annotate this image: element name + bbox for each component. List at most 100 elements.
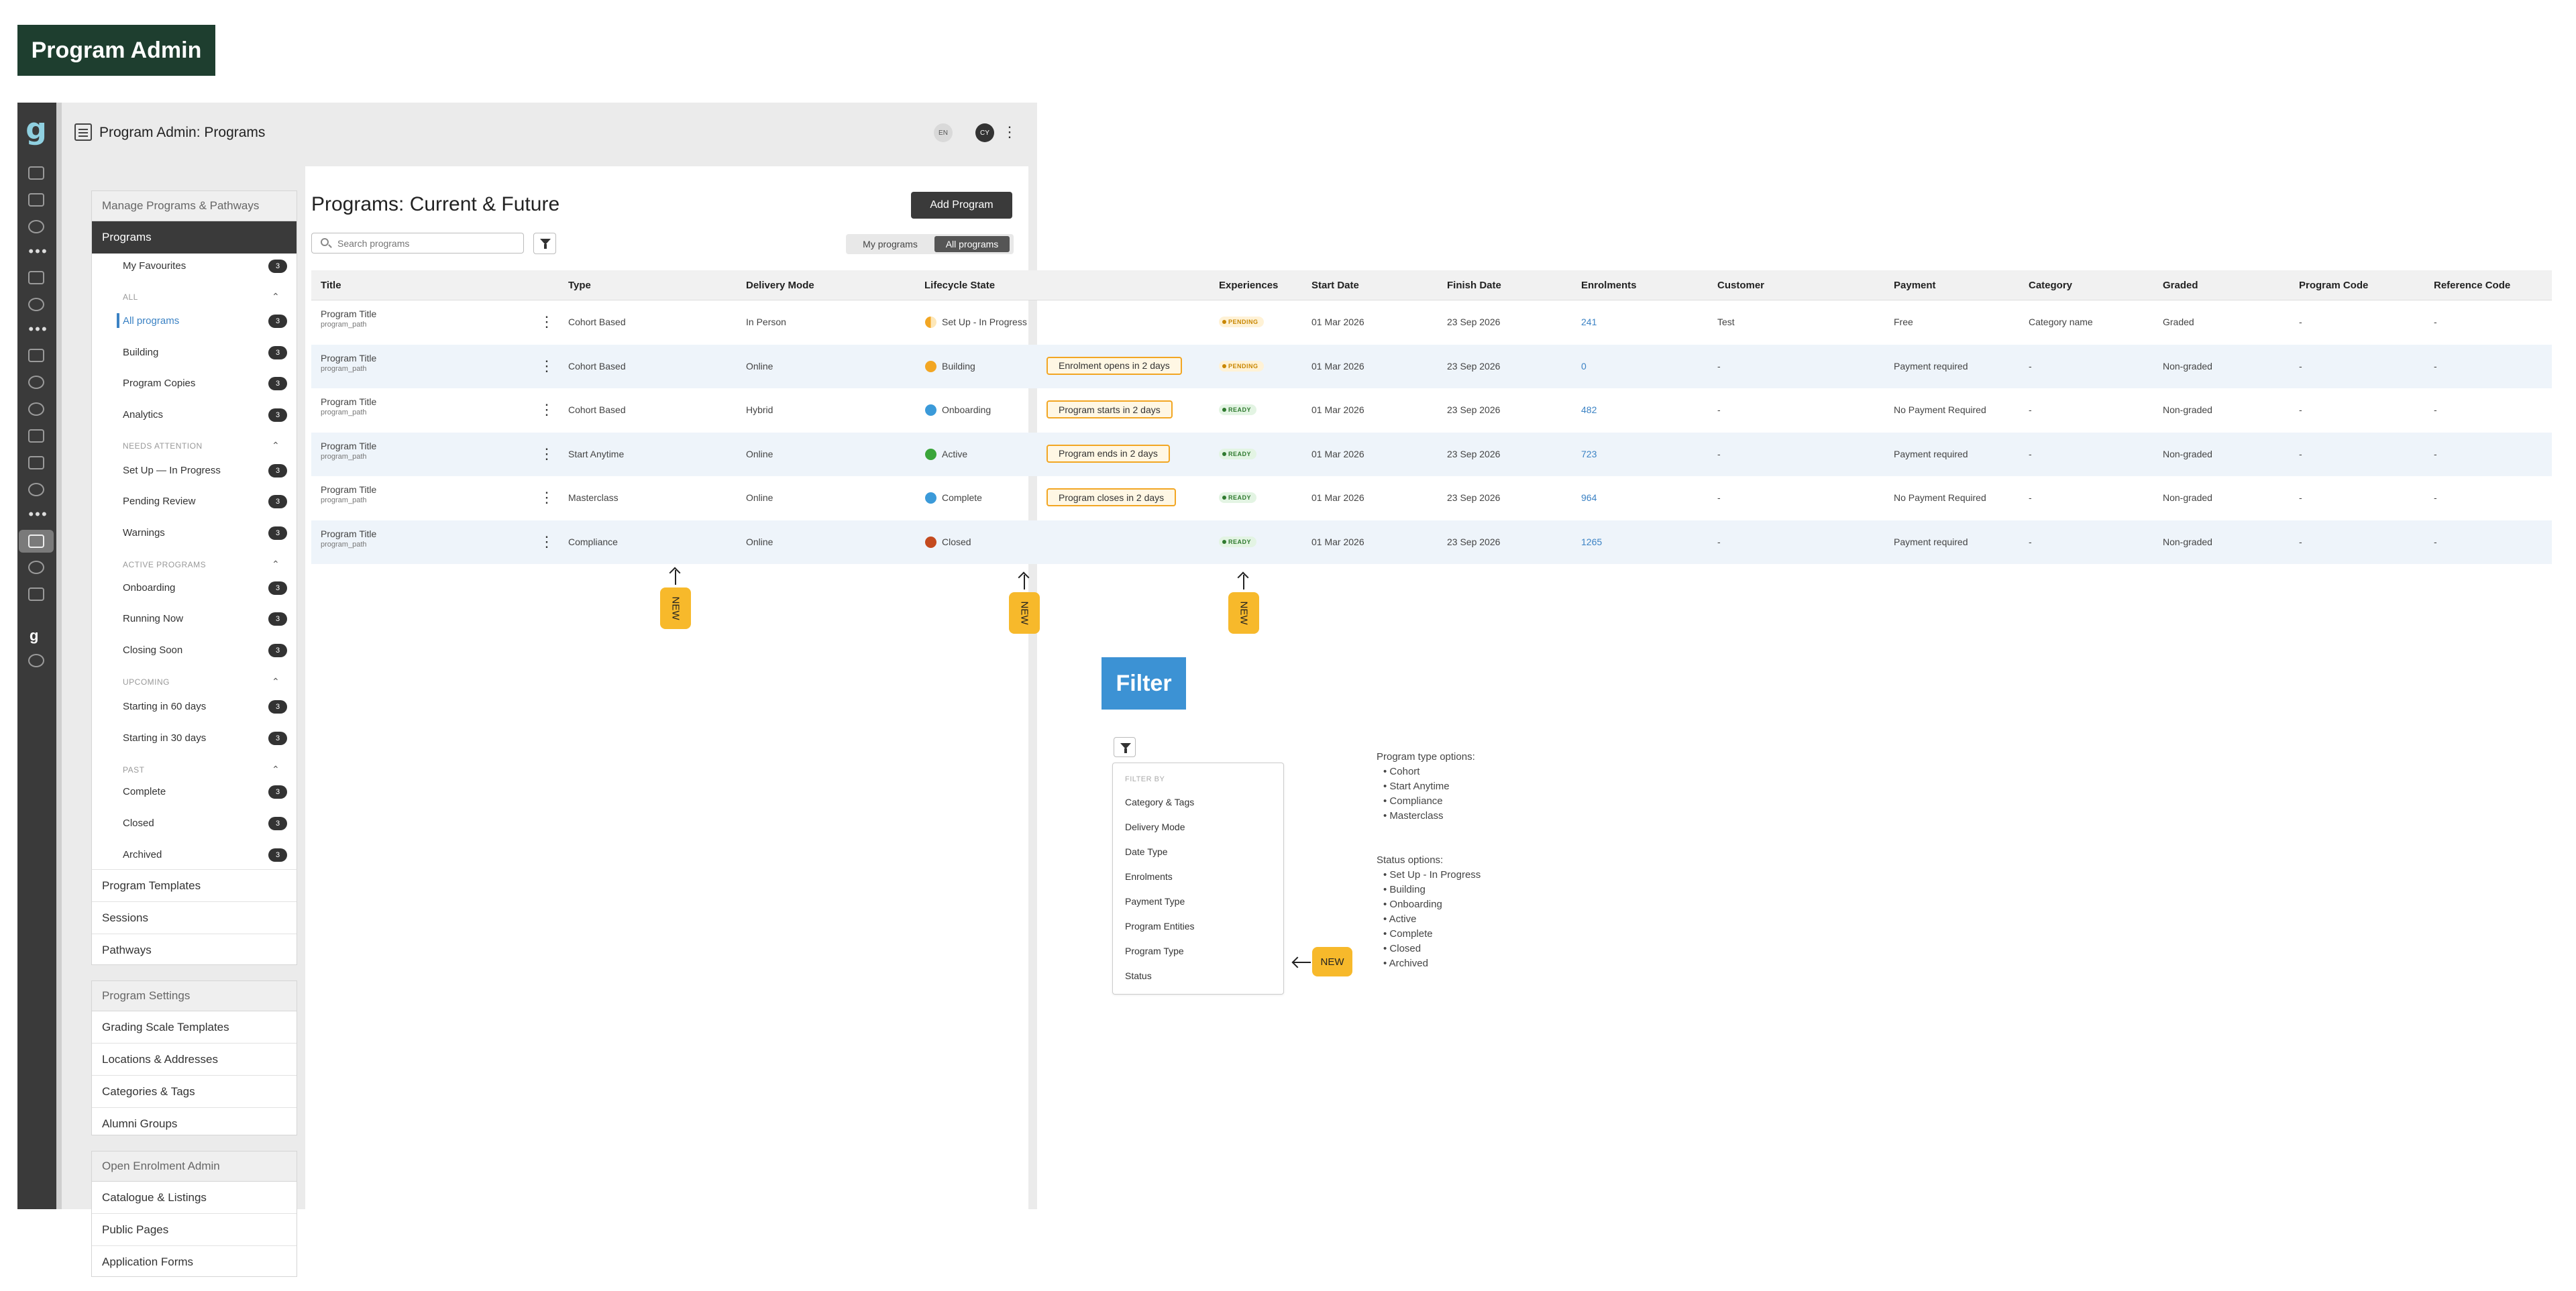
column-header[interactable]: Payment [1894, 280, 1936, 291]
filter-button-example[interactable] [1114, 737, 1136, 757]
info-icon[interactable] [28, 654, 44, 667]
enrolments-link[interactable]: 0 [1581, 360, 1587, 372]
row-menu-icon[interactable]: ⋮ [539, 357, 554, 374]
sidebar-subitem[interactable]: Onboarding [123, 582, 176, 594]
sidebar-subitem[interactable]: Program Copies [123, 378, 196, 389]
filter-option[interactable]: Program Type [1125, 946, 1184, 956]
column-header[interactable]: Reference Code [2434, 280, 2511, 291]
file-icon[interactable] [28, 456, 44, 469]
sidebar-item-grading-scale-templates[interactable]: Grading Scale Templates [92, 1011, 297, 1044]
row-menu-icon[interactable]: ⋮ [539, 532, 554, 550]
more-icon[interactable]: • • • [28, 243, 46, 260]
all-programs-option[interactable]: All programs [934, 236, 1010, 252]
column-header[interactable]: Start Date [1311, 280, 1359, 291]
shield-icon[interactable] [28, 483, 44, 496]
table-row[interactable]: Program Title program_path ⋮ Masterclass Onl… [311, 476, 2552, 520]
language-button[interactable]: EN [934, 123, 953, 142]
sidebar-subitem[interactable]: Building [123, 347, 159, 358]
add-program-button[interactable]: Add Program [911, 192, 1012, 219]
more-vert-icon[interactable]: ⋮ [1002, 123, 1017, 140]
filter-option[interactable]: Delivery Mode [1125, 822, 1185, 832]
programs-icon[interactable] [28, 535, 44, 548]
chevron-up-icon[interactable]: ⌃ [272, 676, 280, 687]
sidebar-subitem[interactable]: All programs [123, 315, 180, 327]
column-header[interactable]: Delivery Mode [746, 280, 814, 291]
sidebar-item-sessions[interactable]: Sessions [92, 902, 297, 934]
enrolments-link[interactable]: 964 [1581, 492, 1597, 503]
row-menu-icon[interactable]: ⋮ [539, 445, 554, 462]
chat-icon[interactable] [28, 376, 44, 389]
help-icon[interactable] [28, 220, 44, 233]
chevron-up-icon[interactable]: ⌃ [272, 291, 280, 302]
sidebar-item-application-forms[interactable]: Application Forms [102, 1255, 194, 1268]
more-icon-3[interactable]: • • • [28, 506, 46, 522]
sidebar-item-program-templates[interactable]: Program Templates [92, 870, 297, 902]
program-title-cell[interactable]: Program Title program_path [321, 484, 376, 504]
sidebar-subitem[interactable]: Set Up — In Progress [123, 465, 221, 476]
column-header[interactable]: Title [321, 280, 341, 291]
column-header[interactable]: Lifecycle State [924, 280, 996, 291]
column-header[interactable]: Enrolments [1581, 280, 1637, 291]
sidebar-subitem[interactable]: Starting in 60 days [123, 701, 207, 712]
sidebar-subitem[interactable]: Analytics [123, 409, 164, 420]
home-icon[interactable] [28, 166, 44, 180]
filter-button[interactable] [533, 233, 556, 254]
program-title[interactable]: Program Title [321, 396, 377, 407]
sidebar-subitem[interactable]: Closed [123, 818, 154, 829]
sidebar-item-locations[interactable]: Locations & Addresses [92, 1044, 297, 1076]
brand-g-icon[interactable]: g [30, 627, 39, 644]
enrolments-link[interactable]: 482 [1581, 404, 1597, 415]
book-icon[interactable] [28, 193, 44, 207]
sidebar-subitem[interactable]: Complete [123, 786, 166, 797]
gear-icon[interactable] [28, 561, 44, 574]
sidebar-subitem[interactable]: My Favourites [123, 260, 186, 272]
table-row[interactable]: Program Title program_path ⋮ Start Anytime O… [311, 432, 2552, 476]
chevron-up-icon[interactable]: ⌃ [272, 559, 280, 569]
enrolments-link[interactable]: 723 [1581, 448, 1597, 459]
row-menu-icon[interactable]: ⋮ [539, 313, 554, 330]
sidebar-item-alumni-groups[interactable]: Alumni Groups [102, 1117, 178, 1130]
sidebar-item-public-pages[interactable]: Public Pages [92, 1214, 297, 1246]
people-icon[interactable] [28, 402, 44, 416]
program-title[interactable]: Program Title [321, 440, 377, 451]
program-title[interactable]: Program Title [321, 484, 377, 495]
table-row[interactable]: Program Title program_path ⋮ Cohort Based Hy… [311, 388, 2552, 432]
enrolments-link[interactable]: 1265 [1581, 536, 1603, 547]
filter-option[interactable]: Category & Tags [1125, 797, 1195, 807]
sidebar-subitem[interactable]: Pending Review [123, 496, 196, 507]
sidebar-subitem[interactable]: Running Now [123, 613, 184, 624]
filter-option[interactable]: Status [1125, 970, 1152, 981]
column-header[interactable]: Experiences [1219, 280, 1279, 291]
column-header[interactable]: Graded [2163, 280, 2198, 291]
user-circle-icon[interactable] [28, 298, 44, 311]
program-title[interactable]: Program Title [321, 528, 377, 539]
row-menu-icon[interactable]: ⋮ [539, 489, 554, 506]
table-row[interactable]: Program Title program_path ⋮ Cohort Based In… [311, 300, 2552, 344]
building-icon[interactable] [28, 429, 44, 443]
sidebar-subitem[interactable]: Closing Soon [123, 644, 183, 656]
more-icon-2[interactable]: • • • [28, 321, 46, 337]
clipboard-icon[interactable] [28, 349, 44, 362]
program-title-cell[interactable]: Program Title program_path [321, 528, 376, 549]
column-header[interactable]: Finish Date [1447, 280, 1501, 291]
tools-icon[interactable] [28, 587, 44, 601]
program-title-cell[interactable]: Program Title program_path [321, 396, 376, 416]
column-header[interactable]: Category [2029, 280, 2073, 291]
program-title-cell[interactable]: Program Title program_path [321, 441, 376, 461]
search-input[interactable] [311, 233, 524, 254]
sidebar-subitem[interactable]: Warnings [123, 527, 165, 539]
row-menu-icon[interactable]: ⋮ [539, 401, 554, 418]
app-logo-icon[interactable]: g [25, 112, 47, 146]
document-icon[interactable] [28, 271, 44, 284]
chevron-up-icon[interactable]: ⌃ [272, 764, 280, 775]
sidebar-item-categories-tags[interactable]: Categories & Tags [92, 1076, 297, 1108]
program-title[interactable]: Program Title [321, 308, 377, 319]
filter-option[interactable]: Enrolments [1125, 871, 1173, 882]
sidebar-item-catalogue[interactable]: Catalogue & Listings [92, 1182, 297, 1214]
sidebar-subitem[interactable]: Archived [123, 849, 162, 860]
program-title-cell[interactable]: Program Title program_path [321, 353, 376, 373]
column-header[interactable]: Type [568, 280, 591, 291]
column-header[interactable]: Program Code [2299, 280, 2369, 291]
filter-option[interactable]: Date Type [1125, 846, 1168, 857]
my-programs-option[interactable]: My programs [863, 239, 918, 249]
